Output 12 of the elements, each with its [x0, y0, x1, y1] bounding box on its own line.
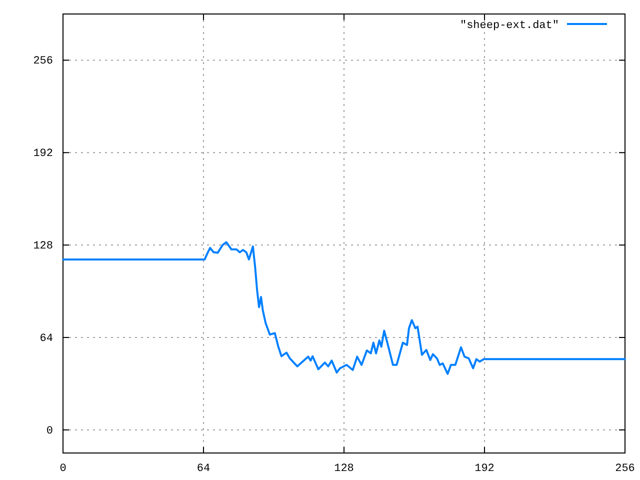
y-tick-label: 256 [33, 56, 53, 68]
x-tick-label: 256 [615, 462, 635, 475]
legend-label: "sheep-ext.dat" [460, 20, 559, 32]
line-series [62, 241, 626, 375]
y-tick-label: 64 [40, 332, 54, 345]
y-tick-label: 128 [33, 240, 53, 253]
y-tick-label: 0 [46, 425, 53, 438]
x-tick-label: 128 [334, 462, 354, 475]
x-tick-label: 0 [60, 462, 66, 475]
x-tick-label: 64 [196, 462, 210, 475]
y-tick-label: 192 [33, 148, 53, 160]
x-tick-label: 192 [474, 462, 494, 475]
